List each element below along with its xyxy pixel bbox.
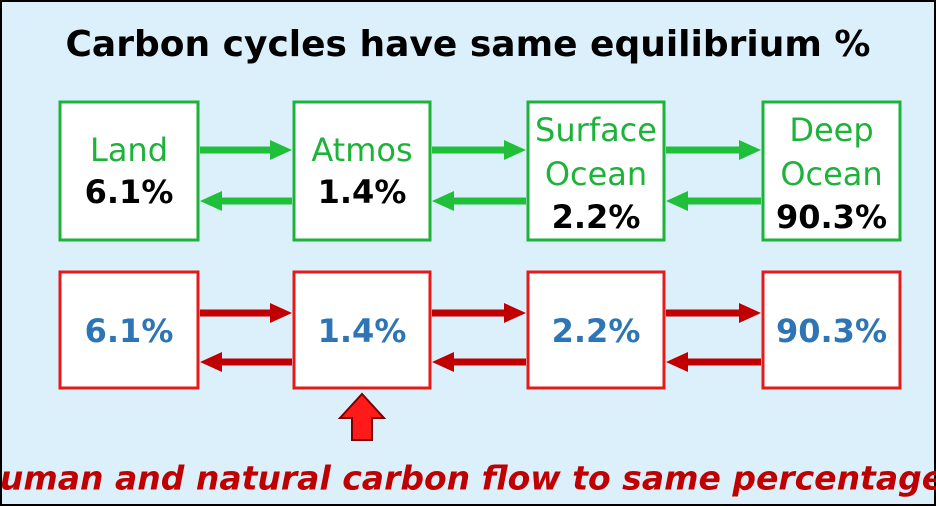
- arrow-head: [504, 140, 526, 160]
- arrow-head: [739, 303, 761, 323]
- box-label: Ocean: [780, 155, 882, 193]
- box-label: Surface: [535, 111, 657, 149]
- boxes: Land 6.1% Atmos 1.4% Surface Ocean 2.2% Deep Oce…: [58, 100, 902, 390]
- box-label: Atmos: [311, 131, 412, 169]
- box-value: 2.2%: [552, 198, 641, 236]
- arrow-head: [504, 303, 526, 323]
- top-box: [761, 100, 902, 242]
- bottom-box: [526, 270, 666, 390]
- arrow-head: [432, 191, 454, 211]
- arrow-head: [270, 140, 292, 160]
- bottom-box: [58, 270, 200, 390]
- bottom-box: [292, 270, 432, 390]
- arrow-head: [666, 191, 688, 211]
- arrow-head: [200, 191, 222, 211]
- box-value: 2.2%: [552, 312, 641, 350]
- box-label: Deep: [789, 111, 873, 149]
- box-value: 90.3%: [776, 198, 887, 236]
- arrow-head: [666, 352, 688, 372]
- box-value: 1.4%: [318, 312, 407, 350]
- top-box: [58, 100, 200, 242]
- box-value: 90.3%: [776, 312, 887, 350]
- bottom-box: [761, 270, 902, 390]
- arrow-head: [432, 352, 454, 372]
- arrow-head: [200, 352, 222, 372]
- box-value: 1.4%: [318, 173, 407, 211]
- box-label: Ocean: [545, 155, 647, 193]
- box-value: 6.1%: [85, 173, 174, 211]
- title: Carbon cycles have same equilibrium %: [66, 24, 871, 65]
- footer: Human and natural carbon flow to same pe…: [0, 459, 936, 498]
- arrow-head: [739, 140, 761, 160]
- top-box: [526, 100, 666, 242]
- top-box: [292, 100, 432, 242]
- arrow-head: [270, 303, 292, 323]
- box-label: Land: [90, 131, 168, 169]
- up-arrow: [337, 392, 387, 441]
- box-value: 6.1%: [85, 312, 174, 350]
